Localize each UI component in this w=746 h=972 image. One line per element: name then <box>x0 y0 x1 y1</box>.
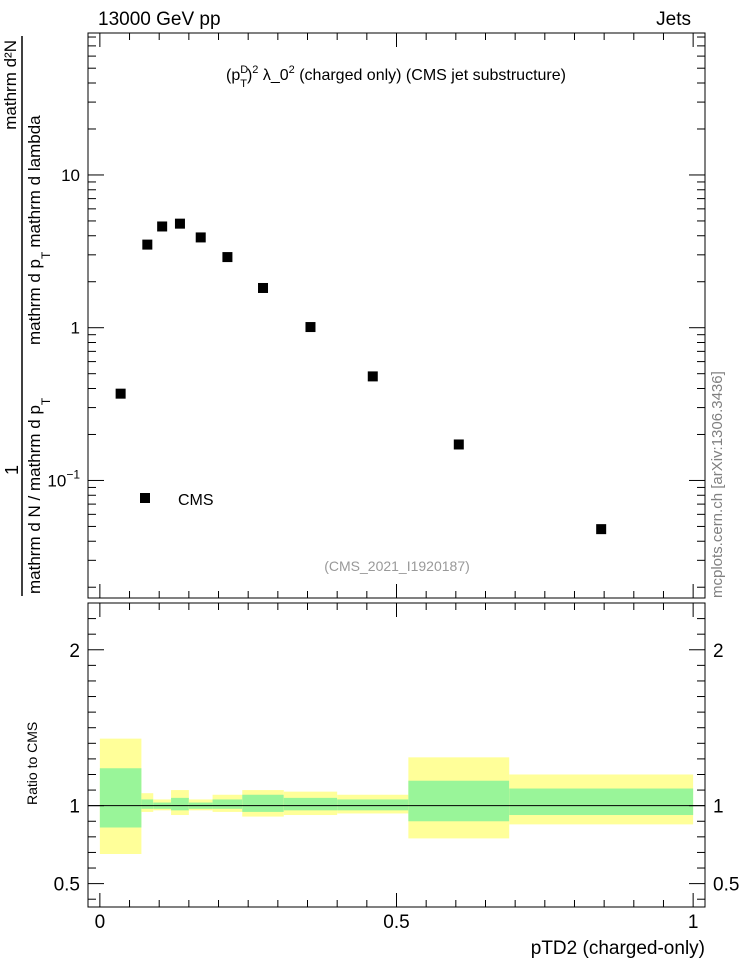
ratio-inner-band <box>337 799 409 811</box>
data-point <box>195 232 206 243</box>
ratio-y-tick-label: 1 <box>69 797 80 818</box>
data-point <box>222 252 233 263</box>
ratio-inner-band <box>509 788 694 816</box>
ratio-y-tick-label: 2 <box>69 641 80 662</box>
legend-marker <box>140 493 150 503</box>
upper-y-label: 1 mathrm d²N mathrm d N / mathrm d pT ma… <box>1 36 53 596</box>
y-tick-label: 10 <box>61 166 80 185</box>
data-point <box>305 322 316 333</box>
data-point <box>258 282 269 293</box>
y-label-denominator-a: mathrm d N / mathrm d pT <box>25 397 53 594</box>
analysis-id: (CMS_2021_I1920187) <box>324 558 470 574</box>
ratio-y-tick-label: 0.5 <box>713 875 739 896</box>
data-point <box>174 218 185 229</box>
ratio-inner-band <box>242 794 284 812</box>
lower-y-label: Ratio to CMS <box>24 722 40 805</box>
ratio-inner-band <box>408 780 510 822</box>
upper-frame <box>87 32 706 599</box>
x-tick-label: 1 <box>688 912 699 933</box>
data-point <box>115 388 126 399</box>
x-tick-label: 0 <box>95 912 106 933</box>
lower-panel: 0.5 0.5 1 1 2 2 0 0.5 1 Ratio to CMS pTD2 (charg… <box>24 602 739 959</box>
ratio-y-tick-label: 2 <box>713 641 724 662</box>
y-label-numerator: mathrm d²N <box>1 40 20 130</box>
lower-frame <box>87 602 706 908</box>
upper-data-points <box>115 218 607 535</box>
header-right: Jets <box>656 9 691 30</box>
y-label-one: 1 <box>2 465 22 475</box>
ratio-bands <box>99 738 694 854</box>
y-tick-label: 10−1 <box>47 467 80 490</box>
x-axis-label: pTD2 (charged-only) <box>531 938 705 959</box>
header-left: 13000 GeV pp <box>98 9 221 30</box>
upper-panel: 10−1 1 10 (pD T)2 λ_02 (charged only) (CMS … <box>1 32 706 599</box>
data-point <box>157 221 168 232</box>
ratio-y-tick-label: 0.5 <box>54 875 80 896</box>
ratio-inner-band <box>99 768 142 828</box>
ratio-inner-band <box>171 797 189 811</box>
side-label: mcplots.cern.ch [arXiv:1306.3436] <box>709 371 726 598</box>
legend-label: CMS <box>178 492 214 509</box>
x-tick-label: 0.5 <box>383 912 409 933</box>
data-point <box>453 439 464 450</box>
data-point <box>142 239 153 250</box>
ratio-inner-band <box>212 799 243 809</box>
data-point <box>596 524 607 535</box>
upper-title: (pD T)2 λ_02 (charged only) (CMS jet subs… <box>226 64 566 90</box>
data-point <box>367 371 378 382</box>
ratio-inner-band <box>283 797 338 811</box>
lower-axes: 0.5 0.5 1 1 2 2 0 0.5 1 <box>54 602 739 933</box>
ratio-inner-band <box>141 799 154 809</box>
ratio-y-tick-label: 1 <box>713 797 724 818</box>
y-tick-label: 1 <box>71 319 80 338</box>
upper-axes: 10−1 1 10 <box>47 32 706 599</box>
legend: CMS <box>140 492 214 509</box>
y-label-denominator-b: mathrm d pTmathrm d lambda <box>25 115 53 345</box>
